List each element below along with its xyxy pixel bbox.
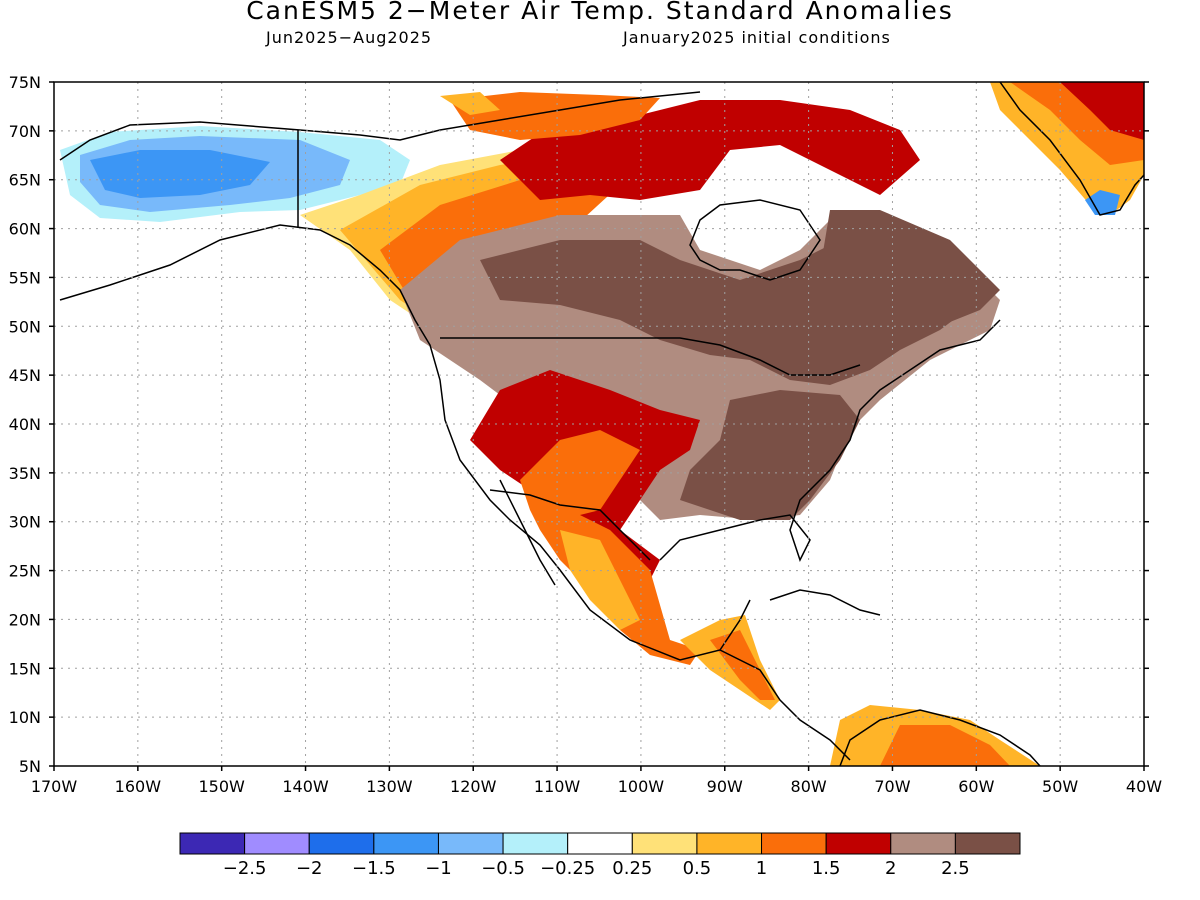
baja-coastline	[499, 479, 556, 586]
colorbar-swatch	[373, 832, 439, 855]
lat-label: 70N	[9, 122, 41, 141]
lon-label: 130W	[366, 777, 413, 796]
axis-ticks	[49, 81, 1149, 771]
lat-label: 65N	[9, 171, 41, 190]
mexico-warm-yellow	[560, 530, 640, 630]
lat-label: 30N	[9, 513, 41, 532]
colorbar-swatch	[696, 832, 763, 855]
colorbar-swatch	[954, 832, 1021, 855]
lon-label: 60W	[958, 777, 994, 796]
latitude-labels: 75N 70N 65N 60N 55N 50N 45N 40N 35N 30N 25N 20N 15N 1…	[9, 73, 41, 776]
coastlines	[59, 82, 1144, 766]
colorbar-label: 0.5	[683, 858, 712, 879]
east-us-dark-brown	[680, 390, 860, 520]
lon-label: 170W	[31, 777, 78, 796]
lon-label: 150W	[199, 777, 246, 796]
arctic-warm-orange	[450, 92, 660, 140]
map-title: CanESM5 2−Meter Air Temp. Standard Anoma…	[246, 0, 954, 25]
colorbar-label: −1.5	[352, 858, 396, 879]
lat-label: 35N	[9, 464, 41, 483]
lon-label: 120W	[450, 777, 497, 796]
arctic-coastline	[59, 91, 701, 161]
lon-label: 160W	[115, 777, 162, 796]
lon-label: 90W	[707, 777, 743, 796]
lon-label: 140W	[282, 777, 329, 796]
gulf-coastline	[659, 319, 1001, 562]
colorbar-swatch	[244, 832, 310, 855]
colorbar-swatch	[308, 832, 375, 855]
lon-label: 100W	[618, 777, 665, 796]
greenland-cold	[1085, 190, 1120, 215]
colorbar-label: 0.25	[612, 858, 652, 879]
colorbar-label: −2.5	[223, 858, 267, 879]
lon-label: 50W	[1042, 777, 1078, 796]
lat-label: 40N	[9, 415, 41, 434]
us-mexico-border	[489, 489, 651, 561]
lat-label: 15N	[9, 659, 41, 678]
south-america-warm-2	[880, 725, 1010, 766]
initial-conditions: January2025 initial conditions	[623, 28, 891, 47]
graticule	[54, 82, 1144, 766]
colorbar-swatch	[890, 832, 956, 855]
forecast-period: Jun2025−Aug2025	[266, 28, 433, 47]
lat-label: 5N	[19, 757, 41, 776]
central-america-coastline	[719, 649, 851, 761]
lat-label: 25N	[9, 562, 41, 581]
alaska-coastline	[59, 224, 751, 661]
lat-label: 75N	[9, 73, 41, 92]
greenland-coastline	[999, 82, 1144, 216]
lon-label: 40W	[1126, 777, 1162, 796]
colorbar-label: −2	[296, 858, 323, 879]
colorbar: −2.5 −2 −1.5 −1 −0.5 −0.25 0.25 0.5 1 1.5 2 2.5	[179, 832, 1021, 879]
colorbar-swatch	[825, 832, 892, 855]
colorbar-swatch	[179, 832, 246, 855]
hudson-bay-coastline	[689, 199, 821, 281]
quebec-dark-brown	[820, 210, 1000, 330]
colorbar-label: −0.25	[540, 858, 595, 879]
lat-label: 45N	[9, 366, 41, 385]
lat-label: 10N	[9, 708, 41, 727]
lat-label: 60N	[9, 220, 41, 239]
anomaly-fill-layer	[60, 82, 1144, 766]
colorbar-label: −1	[425, 858, 452, 879]
colorbar-label: 2.5	[941, 858, 970, 879]
longitude-labels: 170W 160W 150W 140W 130W 120W 110W 100W 90W 80W 70…	[31, 777, 1162, 796]
lon-label: 80W	[791, 777, 827, 796]
colorbar-label: 1	[756, 858, 767, 879]
lat-label: 50N	[9, 317, 41, 336]
colorbar-swatch	[631, 832, 698, 855]
colorbar-swatch	[567, 832, 633, 855]
lat-label: 55N	[9, 268, 41, 287]
colorbar-swatch	[761, 832, 827, 855]
lat-label: 20N	[9, 610, 41, 629]
south-america-coastline	[839, 709, 1041, 766]
central-america-warm-2	[710, 630, 775, 700]
colorbar-label: 1.5	[812, 858, 841, 879]
alaska-cold-anomaly-center	[90, 150, 270, 198]
cuba-coastline	[769, 589, 881, 616]
arctic-yellow	[440, 92, 500, 115]
greenland-warm-3	[1060, 82, 1144, 140]
colorbar-swatch	[437, 832, 504, 855]
sw-us-warm-orange	[520, 430, 640, 520]
colorbar-swatch	[502, 832, 569, 855]
lon-label: 70W	[874, 777, 910, 796]
colorbar-label: 2	[885, 858, 896, 879]
colorbar-label: −0.5	[481, 858, 525, 879]
lon-label: 110W	[534, 777, 581, 796]
